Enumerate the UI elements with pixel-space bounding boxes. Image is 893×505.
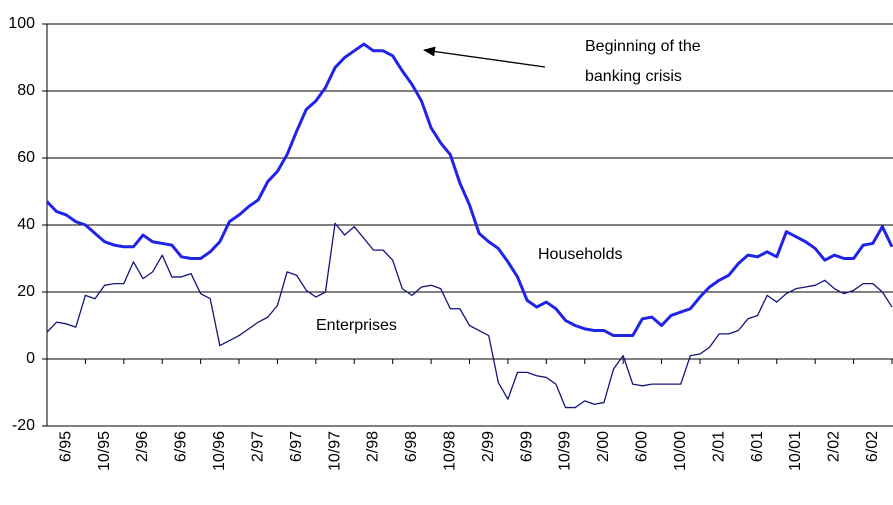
x-tick-label: 6/98 (403, 431, 420, 462)
x-tick-label: 10/99 (557, 431, 574, 471)
x-tick-label: 6/95 (57, 431, 74, 462)
x-tick-label: 2/02 (826, 431, 843, 462)
y-tick-label: 0 (26, 350, 35, 367)
series-line (46, 222, 893, 409)
x-tick-label: 10/95 (96, 431, 113, 471)
series-label: Enterprises (316, 317, 397, 334)
x-tick-label: 2/96 (134, 431, 151, 462)
x-tick-label: 2/99 (480, 431, 497, 462)
y-tick-label: -20 (12, 417, 35, 434)
x-tick-label: 2/01 (710, 431, 727, 462)
series-label: Households (538, 246, 623, 263)
x-tick-label: 10/96 (211, 431, 228, 471)
x-tick-label: 2/98 (365, 431, 382, 462)
x-tick-label: 10/98 (442, 431, 459, 471)
annotation-arrow (423, 46, 546, 68)
y-tick-label: 60 (17, 149, 35, 166)
x-tick-label: 10/97 (326, 431, 343, 471)
x-tick-label: 10/01 (787, 431, 804, 471)
x-tick-label: 6/99 (518, 431, 535, 462)
y-tick-label: 100 (8, 15, 35, 32)
x-tick-label: 6/02 (864, 431, 881, 462)
y-tick-label: 40 (17, 216, 35, 233)
x-tick-label: 6/01 (749, 431, 766, 462)
annotation: banking crisis (585, 68, 682, 85)
y-tick-label: 80 (17, 82, 35, 99)
x-tick-label: 2/00 (595, 431, 612, 462)
x-tick-label: 2/97 (249, 431, 266, 462)
x-tick-label: 10/00 (672, 431, 689, 471)
x-tick-label: 6/97 (288, 431, 305, 462)
annotation: Beginning of the (585, 38, 701, 55)
x-tick-label: 6/00 (634, 431, 651, 462)
x-tick-label: 6/96 (173, 431, 190, 462)
y-tick-label: 20 (17, 283, 35, 300)
series-line (45, 42, 893, 338)
